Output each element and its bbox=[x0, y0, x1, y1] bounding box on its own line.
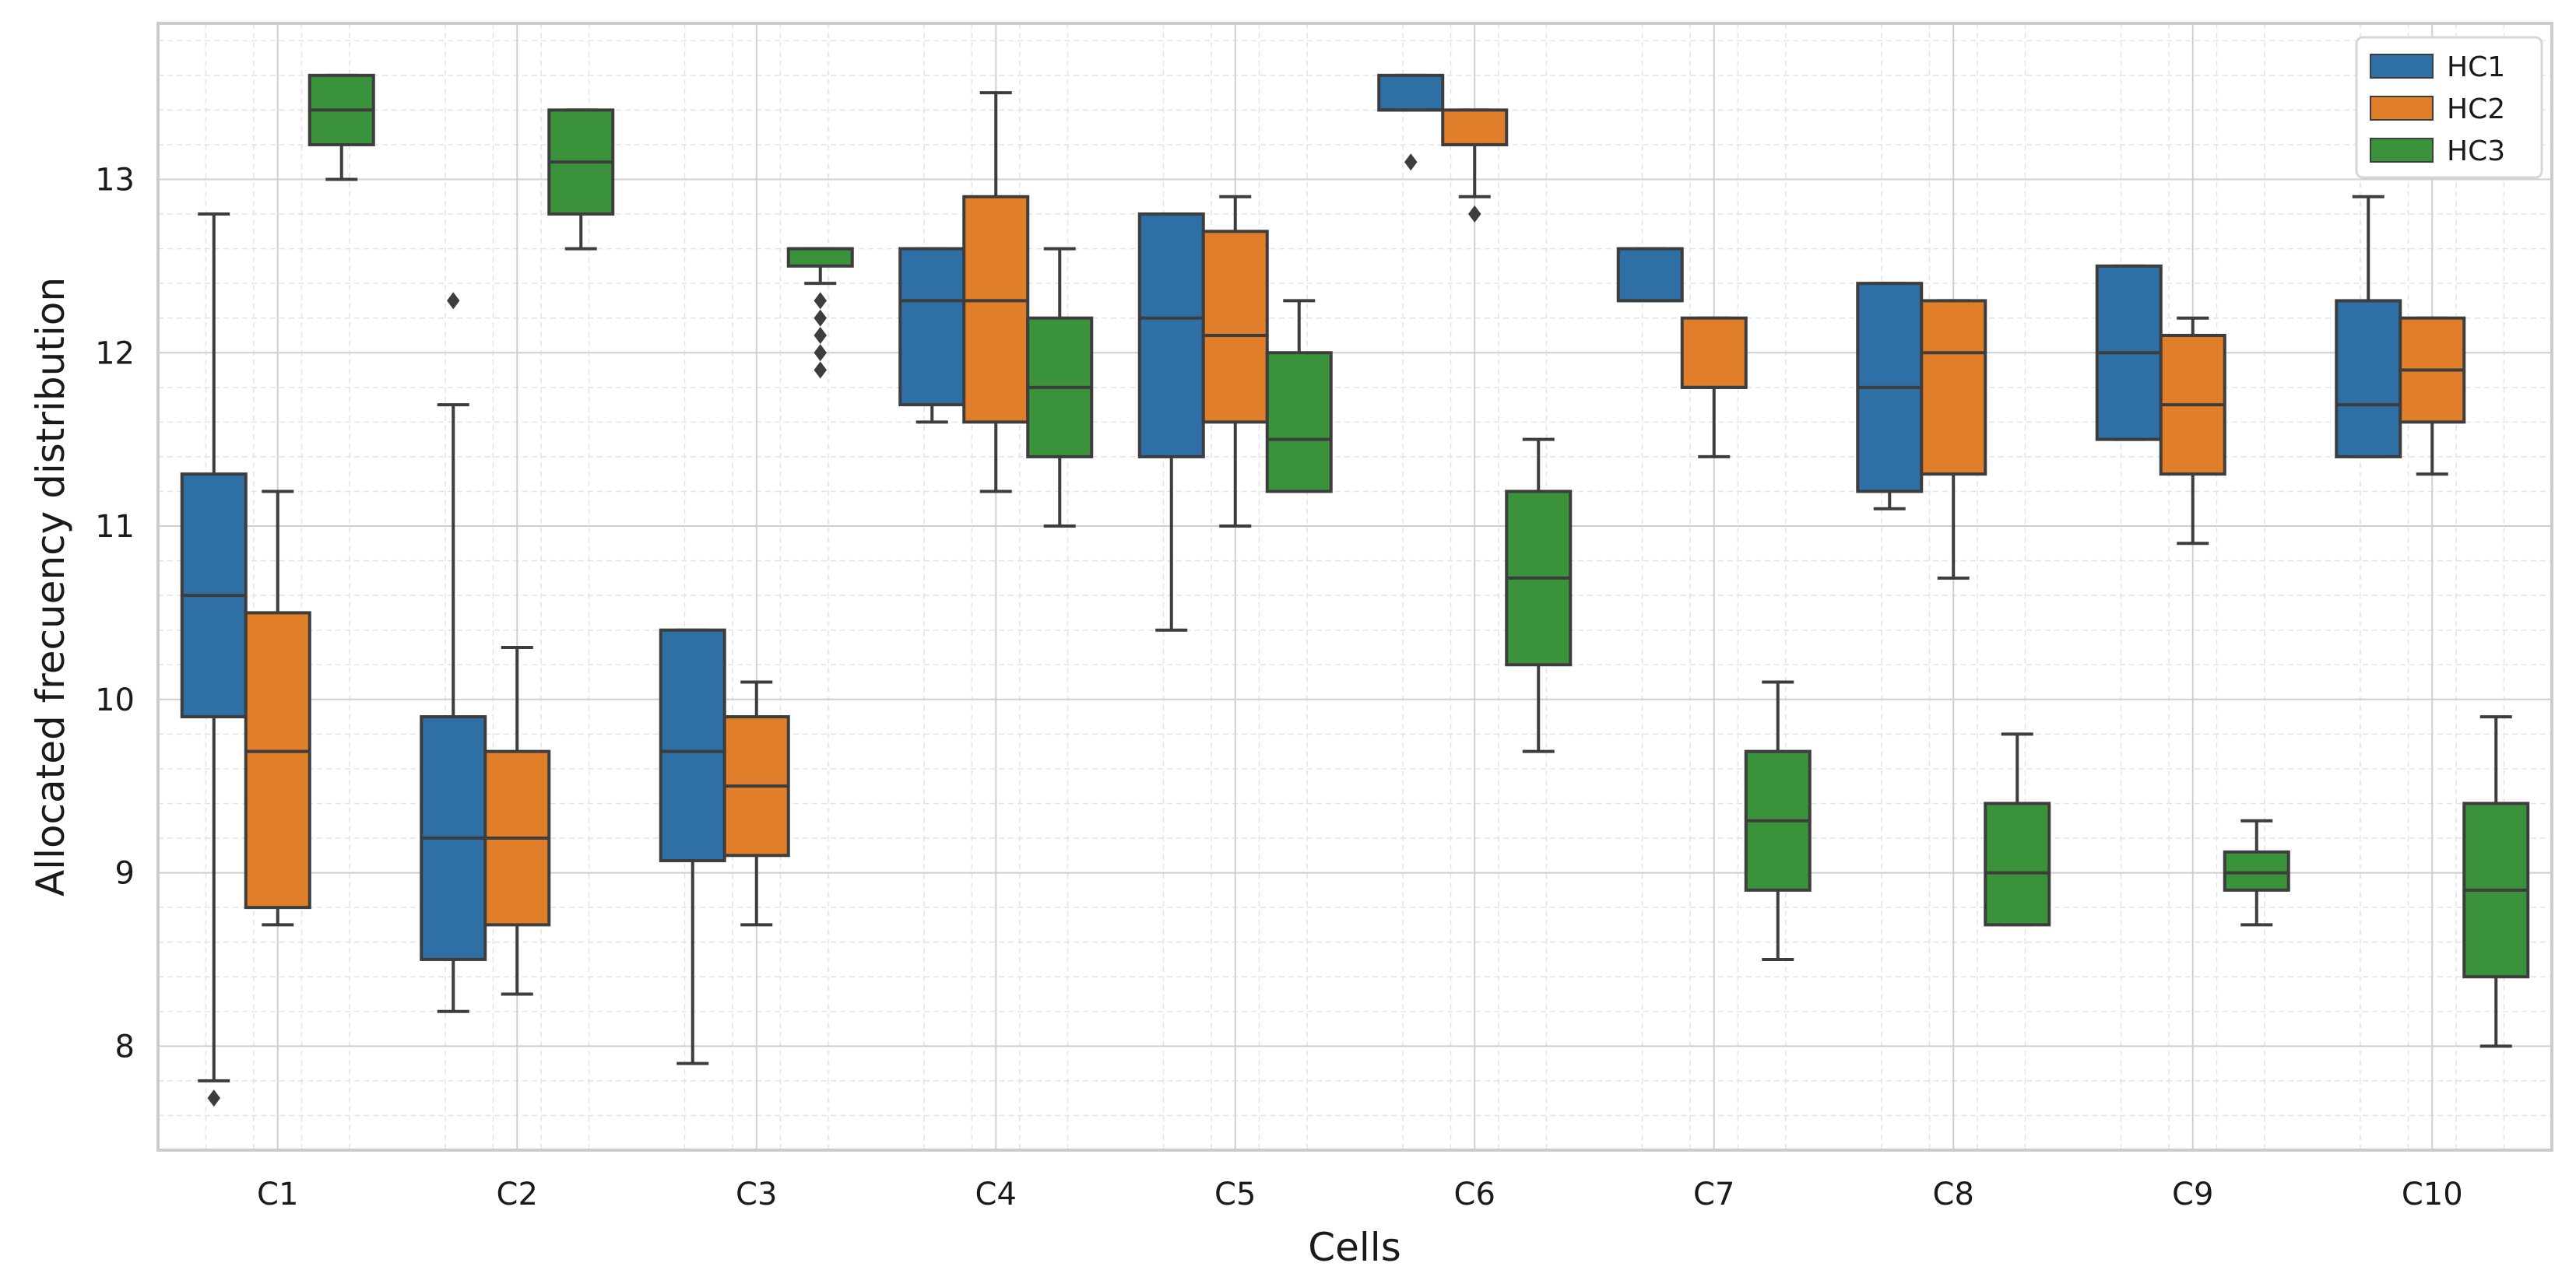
legend-label-hc1: HC1 bbox=[2447, 51, 2505, 83]
box-hc1-c2 bbox=[420, 292, 487, 1013]
y-tick-label: 8 bbox=[115, 1029, 135, 1065]
x-tick-label: C4 bbox=[975, 1177, 1017, 1212]
x-tick-label: C6 bbox=[1454, 1177, 1495, 1212]
box-hc3-c2 bbox=[547, 108, 615, 251]
box-hc1-c10 bbox=[2335, 195, 2402, 458]
legend-swatch-hc3 bbox=[2370, 138, 2434, 163]
outlier-point bbox=[1468, 205, 1481, 223]
iqr-box bbox=[1265, 351, 1333, 493]
iqr-box bbox=[1680, 316, 1748, 389]
outlier-point bbox=[814, 292, 827, 310]
iqr-box bbox=[1201, 230, 1269, 424]
box-hc1-c3 bbox=[659, 628, 726, 1065]
box-hc1-c8 bbox=[1856, 282, 1924, 510]
x-tick-label: C3 bbox=[736, 1177, 777, 1212]
box-hc2-c6 bbox=[1441, 108, 1509, 223]
iqr-box bbox=[1920, 299, 1987, 476]
outlier-point bbox=[814, 309, 827, 327]
box-hc1-c1 bbox=[180, 212, 248, 1107]
box-hc2-c2 bbox=[483, 645, 551, 996]
outlier-point bbox=[814, 326, 827, 344]
iqr-box bbox=[1616, 247, 1684, 303]
box-hc1-c9 bbox=[2095, 264, 2163, 441]
series-hc3 bbox=[308, 73, 2530, 1048]
y-tick-label: 10 bbox=[95, 682, 135, 718]
box-hc2-c10 bbox=[2399, 316, 2466, 476]
box-hc2-c7 bbox=[1680, 316, 1748, 458]
x-tick-label: C5 bbox=[1214, 1177, 1256, 1212]
iqr-box bbox=[2223, 850, 2290, 892]
box-hc3-c1 bbox=[308, 73, 375, 181]
y-tick-label: 12 bbox=[95, 335, 135, 371]
x-axis-title: Cells bbox=[1308, 1225, 1401, 1270]
outlier-point bbox=[207, 1089, 220, 1107]
box-hc1-c7 bbox=[1616, 247, 1684, 303]
x-tick-label: C7 bbox=[1693, 1177, 1734, 1212]
box-hc1-c6 bbox=[1377, 73, 1445, 171]
x-tick-label: C9 bbox=[2172, 1177, 2213, 1212]
y-tick-label: 11 bbox=[95, 509, 135, 545]
box-hc3-c4 bbox=[1026, 247, 1094, 528]
x-tick-label: C2 bbox=[497, 1177, 538, 1212]
box-hc2-c1 bbox=[244, 489, 311, 927]
box-hc2-c4 bbox=[962, 91, 1030, 493]
iqr-box bbox=[898, 247, 966, 407]
iqr-box bbox=[244, 611, 311, 910]
legend-swatch-hc2 bbox=[2370, 96, 2434, 121]
legend-label-hc2: HC2 bbox=[2447, 93, 2505, 125]
iqr-box bbox=[962, 195, 1030, 424]
iqr-box bbox=[659, 628, 726, 862]
iqr-box bbox=[1377, 73, 1445, 112]
box-hc3-c9 bbox=[2223, 819, 2290, 927]
outlier-point bbox=[447, 292, 460, 310]
x-tick-label: C10 bbox=[2402, 1177, 2463, 1212]
legend-swatch-hc1 bbox=[2370, 54, 2434, 79]
axes: 8 9 10 11 12 13 C1 C2 C3 C4 C5 C6 C7 C8 C9 C10 bbox=[95, 162, 2463, 1212]
box-hc2-c9 bbox=[2159, 316, 2226, 546]
box-hc3-c6 bbox=[1505, 437, 1573, 753]
box-hc2-c3 bbox=[722, 680, 790, 927]
legend-label-hc3: HC3 bbox=[2447, 135, 2505, 167]
box-hc3-c5 bbox=[1265, 299, 1333, 493]
box-hc1-c4 bbox=[898, 247, 966, 424]
x-tick-label: C1 bbox=[257, 1177, 298, 1212]
box-hc3-c10 bbox=[2462, 715, 2530, 1048]
y-axis-title: Allocated frecuency distribution bbox=[28, 277, 73, 896]
x-tick-label: C8 bbox=[1933, 1177, 1974, 1212]
y-tick-label: 9 bbox=[115, 856, 135, 892]
y-tick-label: 13 bbox=[95, 162, 135, 198]
plot-frame bbox=[156, 22, 2553, 1152]
iqr-box bbox=[786, 247, 854, 268]
iqr-box bbox=[1984, 802, 2051, 927]
box-hc3-c8 bbox=[1984, 732, 2051, 927]
plot-area bbox=[180, 73, 2530, 1107]
outlier-point bbox=[814, 344, 827, 362]
legend: HC1 HC2 HC3 bbox=[2355, 36, 2543, 179]
iqr-box bbox=[1137, 212, 1205, 458]
box-hc2-c5 bbox=[1201, 195, 1269, 528]
outlier-point bbox=[1404, 153, 1418, 171]
box-hc3-c3 bbox=[786, 247, 854, 379]
series-hc2 bbox=[244, 91, 2466, 996]
outlier-point bbox=[814, 361, 827, 379]
iqr-box bbox=[1441, 108, 1509, 146]
box-hc3-c7 bbox=[1744, 680, 1812, 961]
iqr-box bbox=[2335, 299, 2402, 458]
box-hc2-c8 bbox=[1920, 299, 1987, 580]
